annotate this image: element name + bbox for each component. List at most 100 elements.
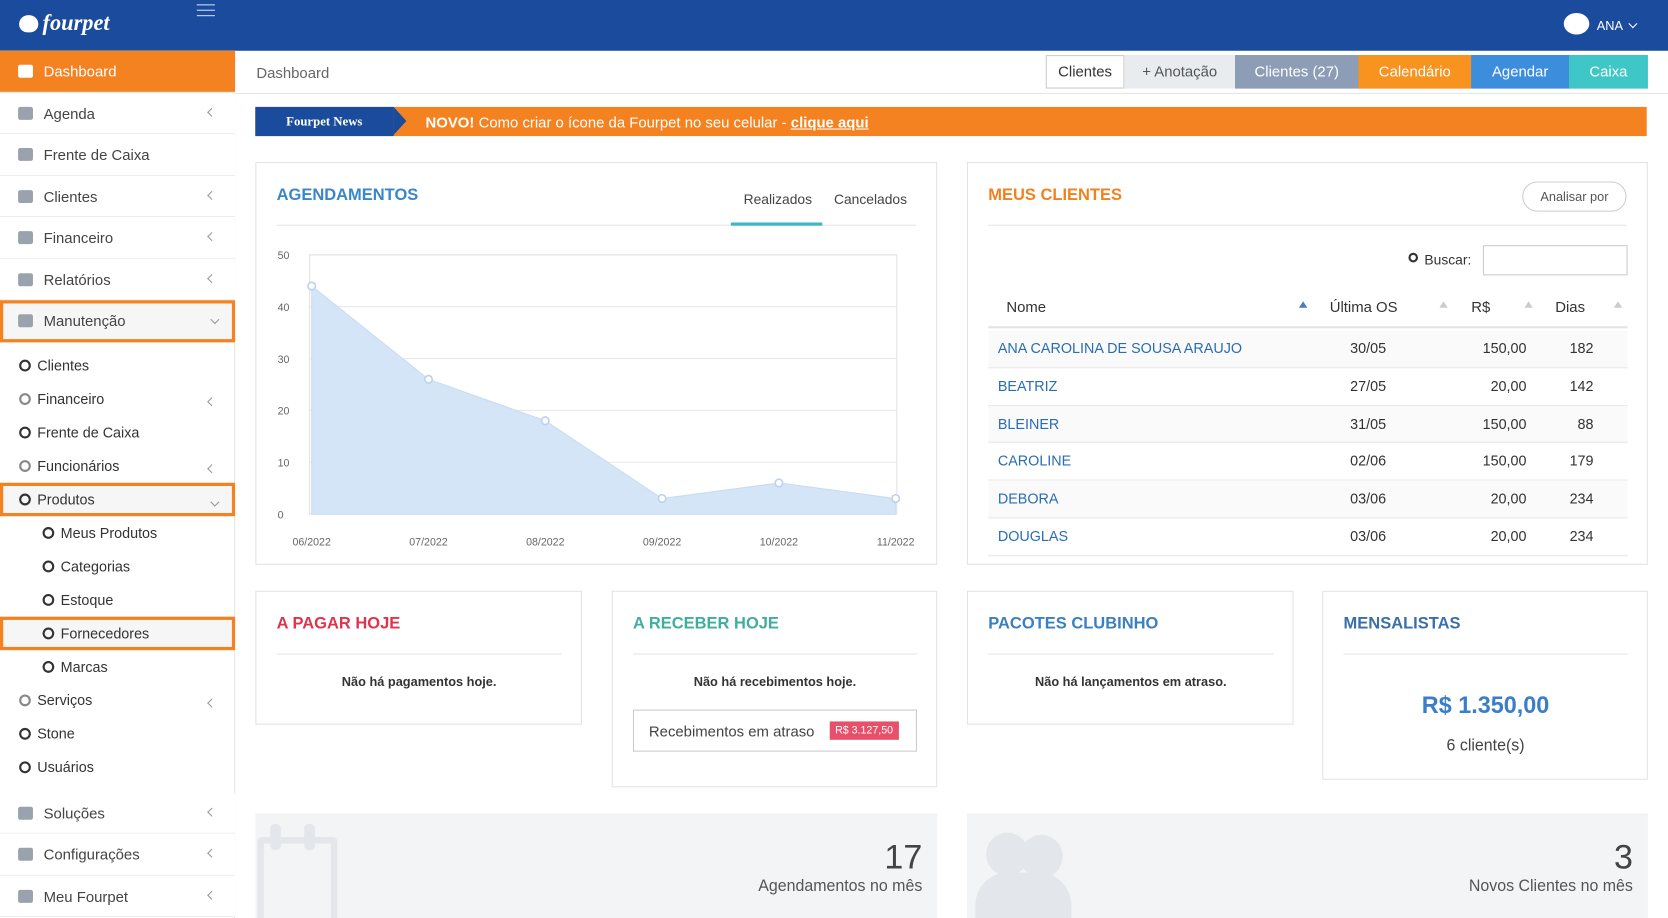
active-tab-underline xyxy=(730,222,823,226)
sidebar-item[interactable]: Soluções xyxy=(0,792,236,834)
toolbar-button[interactable]: Caixa xyxy=(1569,55,1648,89)
table-cell: 150,00 xyxy=(1482,415,1527,432)
toolbar-label[interactable]: + Anotação xyxy=(1142,62,1218,80)
bullet xyxy=(19,359,31,372)
sidebar-sublabel[interactable]: Financeiro xyxy=(37,390,105,408)
card-divider xyxy=(988,653,1274,655)
sidebar-subitem[interactable]: Fornecedores xyxy=(0,616,236,651)
sidebar-item[interactable]: Frente de Caixa xyxy=(0,133,236,176)
sidebar-sublabel[interactable]: Funcionários xyxy=(37,457,120,475)
toolbar-button[interactable]: Clientes xyxy=(1045,55,1125,89)
client-name[interactable]: DOUGLAS xyxy=(997,528,1069,545)
sidebar-label[interactable]: Manutenção xyxy=(43,312,126,330)
sidebar-sublabel[interactable]: Usuários xyxy=(37,759,94,776)
sidebar-item[interactable]: Relatórios xyxy=(0,258,236,301)
sidebar-subitem[interactable]: Frente de Caixa xyxy=(0,416,235,449)
stat-card: 3 Novos Clientes no mês xyxy=(966,813,1648,918)
logo[interactable]: fourpet xyxy=(42,9,110,36)
chevron xyxy=(207,190,217,200)
column-header[interactable]: Última OS xyxy=(1329,298,1398,316)
sidebar-subitem[interactable]: Usuários xyxy=(0,751,235,784)
toolbar-button[interactable]: Clientes (27) xyxy=(1235,55,1359,89)
column-header[interactable]: R$ xyxy=(1471,298,1491,316)
sidebar-sublabel[interactable]: Meus Produtos xyxy=(60,524,158,542)
data-point xyxy=(657,493,667,504)
stat-label: Novos Clientes no mês xyxy=(1468,876,1633,896)
sidebar-subitem[interactable]: Meus Produtos xyxy=(0,516,235,549)
sidebar-sublabel[interactable]: Fornecedores xyxy=(60,625,150,642)
stat-card: 17 Agendamentos no mês xyxy=(255,813,938,918)
toolbar-button[interactable]: + Anotação xyxy=(1124,55,1236,89)
search-input[interactable] xyxy=(1482,245,1628,276)
sidebar-item[interactable]: Manutenção xyxy=(0,300,236,342)
toolbar-label[interactable]: Calendário xyxy=(1378,62,1451,80)
sidebar-item[interactable]: Agenda xyxy=(0,92,236,134)
stat-icon xyxy=(1020,834,1063,879)
user-name[interactable]: ANA xyxy=(1596,18,1623,34)
y-tick-label: 10 xyxy=(278,457,290,469)
sidebar-item[interactable]: Dashboard xyxy=(0,50,236,93)
chevron xyxy=(207,464,217,474)
sidebar-label[interactable]: Clientes xyxy=(43,187,98,205)
sidebar-label[interactable]: Frente de Caixa xyxy=(43,145,150,164)
sidebar-sublabel[interactable]: Produtos xyxy=(37,491,95,508)
client-name[interactable]: BEATRIZ xyxy=(997,377,1058,394)
column-header[interactable]: Nome xyxy=(1006,298,1047,316)
stat-icon-ring xyxy=(304,824,315,850)
client-name[interactable]: CAROLINE xyxy=(997,452,1072,470)
sidebar-item[interactable]: Clientes xyxy=(0,175,236,218)
table-cell: 142 xyxy=(1569,377,1594,394)
sidebar-sublabel[interactable]: Frente de Caixa xyxy=(37,424,140,441)
sidebar-sublabel[interactable]: Estoque xyxy=(60,591,114,609)
stat-value: 3 xyxy=(1613,837,1633,876)
toolbar-label[interactable]: Clientes xyxy=(1058,62,1112,80)
chevron xyxy=(207,807,217,817)
sidebar-item[interactable]: Configurações xyxy=(0,833,236,876)
chart-tab[interactable]: Realizados xyxy=(743,191,813,208)
sidebar-subitem[interactable]: Clientes xyxy=(0,349,235,382)
sidebar-subitem[interactable]: Financeiro xyxy=(0,382,235,415)
sidebar-item[interactable]: Financeiro xyxy=(0,217,236,259)
chart-tab[interactable]: Cancelados xyxy=(834,191,908,208)
sidebar-subitem[interactable]: Stone xyxy=(0,717,235,750)
sidebar-sublabel[interactable]: Clientes xyxy=(37,357,90,374)
sidebar-label[interactable]: Financeiro xyxy=(43,228,114,247)
sidebar-label[interactable]: Relatórios xyxy=(43,270,111,288)
sidebar-label[interactable]: Configurações xyxy=(43,845,140,863)
sidebar-icon xyxy=(18,272,33,286)
sidebar-item[interactable]: Meu Fourpet xyxy=(0,875,236,917)
toolbar-button[interactable]: Agendar xyxy=(1471,55,1570,89)
toolbar-label[interactable]: Caixa xyxy=(1589,62,1628,80)
late-box[interactable]: Recebimentos em atraso R$ 3.127,50 xyxy=(632,709,917,752)
column-header[interactable]: Dias xyxy=(1555,298,1586,316)
sidebar-subitem[interactable]: Funcionários xyxy=(0,449,235,482)
sidebar-subitem[interactable]: Estoque xyxy=(0,583,235,616)
toolbar-button[interactable]: Calendário xyxy=(1358,55,1472,89)
sidebar-icon xyxy=(18,231,33,245)
sidebar-sublabel[interactable]: Serviços xyxy=(37,692,93,709)
sidebar-label[interactable]: Meu Fourpet xyxy=(43,887,129,905)
client-name[interactable]: BLEINER xyxy=(997,415,1060,432)
analyze-button[interactable]: Analisar por xyxy=(1522,181,1627,212)
bullet xyxy=(19,426,31,439)
sidebar-subitem[interactable]: Produtos xyxy=(0,482,236,517)
toolbar-label[interactable]: Agendar xyxy=(1491,62,1549,80)
sidebar-subitem[interactable]: Marcas xyxy=(0,650,235,683)
toolbar-label[interactable]: Clientes (27) xyxy=(1254,62,1339,80)
sidebar-sublabel[interactable]: Marcas xyxy=(60,658,108,675)
receber-card: A RECEBER HOJE Não há recebimentos hoje. R… xyxy=(611,590,938,788)
news-link[interactable]: clique aqui xyxy=(790,113,869,131)
sidebar-subitem[interactable]: Serviços xyxy=(0,684,235,717)
sidebar-sublabel[interactable]: Categorias xyxy=(60,558,131,575)
sidebar-label[interactable]: Agenda xyxy=(43,104,95,122)
sort-arrows xyxy=(1524,301,1533,308)
client-name[interactable]: DEBORA xyxy=(997,490,1059,507)
sidebar-label[interactable]: Soluções xyxy=(43,804,105,822)
sidebar-subitem[interactable]: Categorias xyxy=(0,550,235,583)
late-badge: R$ 3.127,50 xyxy=(829,721,899,740)
client-name[interactable]: ANA CAROLINA DE SOUSA ARAUJO xyxy=(997,340,1243,357)
analyze-label[interactable]: Analisar por xyxy=(1540,189,1609,205)
sidebar-label[interactable]: Dashboard xyxy=(43,62,117,80)
sidebar-sublabel[interactable]: Stone xyxy=(37,725,75,742)
